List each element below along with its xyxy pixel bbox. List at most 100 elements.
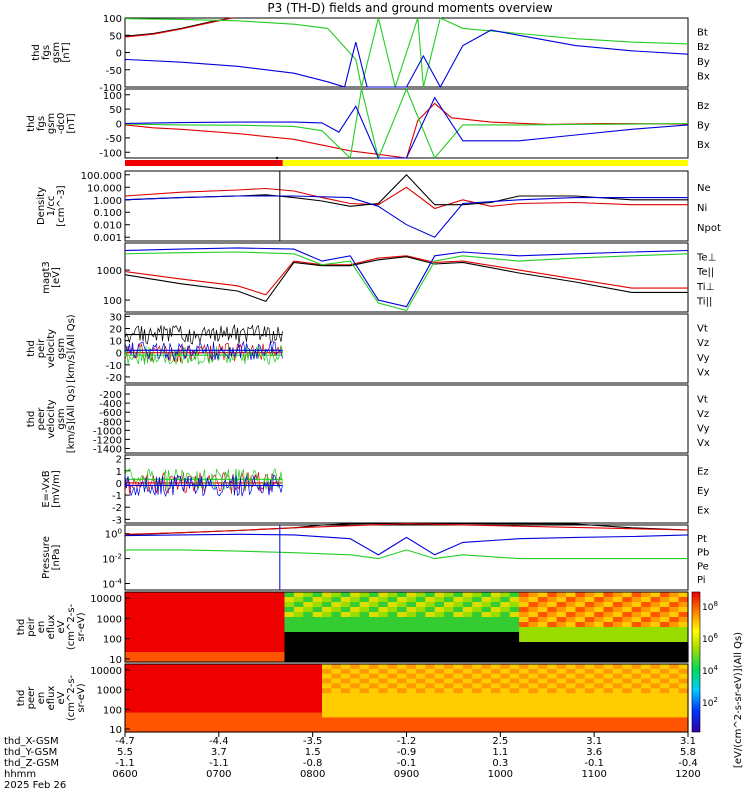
- spectrogram-cell: [482, 708, 492, 714]
- spectrogram-cell: [679, 703, 689, 709]
- spectrogram-cell: [604, 632, 614, 638]
- spectrogram-cell: [153, 627, 163, 633]
- spectrogram-cell: [294, 693, 304, 699]
- spectrogram-cell: [660, 717, 670, 723]
- spectrogram-cell: [407, 703, 417, 709]
- spectrogram-cell: [125, 713, 135, 719]
- spectrogram-cell: [510, 617, 520, 623]
- x-tick-label: 1000: [488, 769, 513, 780]
- spectrogram-cell: [547, 612, 557, 618]
- spectrogram-cell: [144, 592, 154, 598]
- spectrogram-cell: [228, 688, 238, 694]
- spectrogram-cell: [228, 642, 238, 648]
- colorbar-scale: [692, 592, 700, 732]
- spectrogram-cell: [360, 602, 370, 608]
- spectrogram-cell: [200, 642, 210, 648]
- spectrogram-cell: [266, 679, 276, 685]
- y-tick-label: 100: [103, 91, 122, 102]
- spectrogram-cell: [500, 693, 510, 699]
- spectrogram-cell: [407, 669, 417, 675]
- spectrogram-cell: [453, 632, 463, 638]
- spectrogram-cell: [369, 642, 379, 648]
- panels: 100500-50-100thd fgs gsm [nT]BtBzByBx100500…: [16, 14, 721, 736]
- spectrogram-cell: [472, 669, 482, 675]
- spectrogram-cell: [219, 679, 229, 685]
- spectrogram-cell: [538, 679, 548, 685]
- spectrogram-cell: [397, 622, 407, 628]
- spectrogram-cell: [594, 669, 604, 675]
- spectrogram-cell: [444, 683, 454, 689]
- spectrogram-cell: [416, 637, 426, 643]
- spectrogram-cell: [622, 722, 632, 728]
- spectrogram-cell: [669, 693, 679, 699]
- spectrogram-cell: [472, 592, 482, 598]
- spectrogram-cell: [632, 683, 642, 689]
- spectrogram-cell: [641, 647, 651, 653]
- spectrogram-cell: [322, 717, 332, 723]
- spectrogram-cell: [472, 674, 482, 680]
- legend-Ex: Ex: [697, 505, 709, 516]
- spectrogram-cell: [360, 722, 370, 728]
- spectrogram-cell: [613, 664, 623, 670]
- spectrogram-cell: [181, 698, 191, 704]
- spectrogram-cell: [575, 602, 585, 608]
- spectrogram-cell: [575, 683, 585, 689]
- spectrogram-cell: [200, 622, 210, 628]
- spectrogram-cell: [350, 602, 360, 608]
- spectrogram-cell: [594, 642, 604, 648]
- spectrogram-cell: [134, 693, 144, 699]
- spectrogram-cell: [163, 602, 173, 608]
- spectrogram-cell: [275, 722, 285, 728]
- spectrogram-cell: [435, 647, 445, 653]
- colorbar-tick-label: 104: [702, 664, 718, 677]
- spectrogram-cell: [566, 592, 576, 598]
- spectrogram-cell: [378, 722, 388, 728]
- spectrogram-cell: [669, 607, 679, 613]
- spectrogram-cell: [275, 703, 285, 709]
- spectrogram-cell: [303, 642, 313, 648]
- spectrogram-cell: [566, 664, 576, 670]
- x-tick-label: 0800: [300, 769, 325, 780]
- spectrogram-cell: [360, 698, 370, 704]
- spectrogram-cell: [641, 627, 651, 633]
- spectrogram-cell: [463, 703, 473, 709]
- spectrogram-cell: [491, 674, 501, 680]
- spectrogram-cell: [191, 664, 201, 670]
- spectrogram-cell: [191, 674, 201, 680]
- spectrogram-cell: [350, 592, 360, 598]
- spectrogram-cell: [500, 592, 510, 598]
- series-group: [125, 175, 688, 237]
- spectrogram-cell: [285, 647, 295, 653]
- spectrogram-cell: [416, 607, 426, 613]
- spectrogram-cell: [219, 703, 229, 709]
- spectrogram-cell: [144, 674, 154, 680]
- spectrogram-cell: [134, 713, 144, 719]
- spectrogram-cell: [153, 722, 163, 728]
- spectrogram-cell: [613, 607, 623, 613]
- spectrogram-cell: [275, 652, 285, 658]
- spectrogram-cell: [266, 627, 276, 633]
- y-axis-label: E=-VxB [mV/m]: [41, 470, 62, 508]
- spectrogram-cell: [378, 669, 388, 675]
- spectrogram-cell: [632, 669, 642, 675]
- spectrogram-cell: [360, 674, 370, 680]
- spectrogram-cell: [510, 669, 520, 675]
- spectrogram-cell: [651, 679, 661, 685]
- spectrogram-cell: [416, 652, 426, 658]
- spectrogram-cell: [594, 683, 604, 689]
- spectrogram-cell: [435, 703, 445, 709]
- spectrogram-cell: [397, 722, 407, 728]
- spectrogram-cell: [547, 632, 557, 638]
- y-axis-label: Pressure [nPa]: [41, 536, 62, 579]
- spectrogram-cell: [482, 683, 492, 689]
- spectrogram-cell: [510, 642, 520, 648]
- spectrogram-cell: [331, 647, 341, 653]
- spectrogram-cell: [144, 669, 154, 675]
- spectrogram-cell: [482, 679, 492, 685]
- spectrogram-cell: [453, 717, 463, 723]
- spectrogram-cell: [191, 652, 201, 658]
- spectrogram-cell: [341, 612, 351, 618]
- spectrogram-cell: [256, 642, 266, 648]
- spectrogram-cell: [388, 647, 398, 653]
- spectrogram-cell: [482, 597, 492, 603]
